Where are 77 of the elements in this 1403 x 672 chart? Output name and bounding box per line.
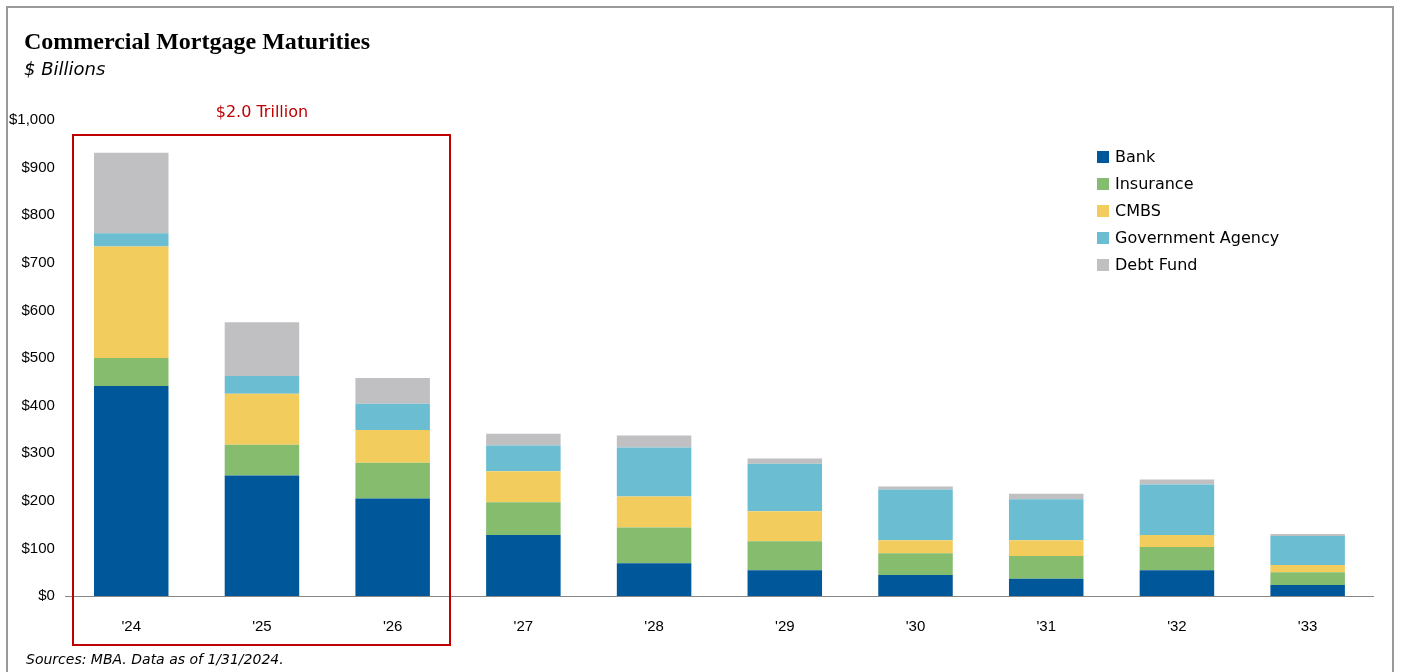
bar [224,322,300,377]
bar [1008,540,1084,557]
bar [355,498,430,596]
x-tick-label: '24 [121,617,142,635]
bar [224,444,300,476]
y-tick-label: $1,000 [8,110,55,128]
y-tick-label: $700 [21,252,55,270]
bar [486,433,561,446]
bar [355,377,430,404]
bar [1139,546,1215,571]
bar [1008,578,1084,596]
x-tick-label: '28 [644,617,664,635]
bar [747,570,823,596]
y-tick-label: $500 [21,348,55,366]
chart-title: Commercial Mortgage Maturities [24,28,371,55]
bar [93,358,169,387]
bar [1008,499,1084,541]
bar [878,489,953,541]
bar [1270,565,1345,573]
legend-label: CMBS [1115,201,1161,220]
bar [93,152,169,234]
bar [1270,585,1345,596]
bar [486,445,561,472]
y-tick-label: $200 [21,490,55,508]
x-tick-label: '25 [252,617,272,635]
bar [1139,535,1215,547]
bar [224,393,300,445]
x-tick-label: '32 [1167,617,1187,635]
bar [1139,484,1215,536]
y-tick-label: $300 [21,443,55,461]
annotation: $2.0 Trillion [215,102,309,121]
x-tick-label: '30 [905,617,926,635]
y-tick-label: $400 [21,395,55,413]
bar [747,511,823,542]
source-note: Sources: MBA. Data as of 1/31/2024. [26,651,284,667]
legend-label: Insurance [1115,174,1194,193]
x-tick-label: '29 [775,617,795,635]
x-tick-label: '27 [513,617,534,635]
bar [1139,479,1215,485]
legend-label: Bank [1115,147,1156,166]
bar [878,540,953,554]
x-tick-label: '33 [1297,617,1318,635]
y-tick-label: $600 [21,300,55,318]
x-tick-label: '26 [382,617,403,635]
bar [355,462,430,499]
y-tick-label: $800 [21,205,55,223]
chart-subtitle: $ Billions [24,58,106,79]
bar [1008,556,1084,579]
bar [747,458,823,464]
y-tick-label: $0 [38,586,55,604]
y-tick-label: $100 [21,538,55,556]
bar [616,527,692,564]
bar [1139,570,1215,596]
bar [616,435,692,448]
x-tick-label: '31 [1036,617,1056,635]
bar [486,471,561,503]
bar [1270,536,1345,566]
bar [616,447,692,497]
bar [93,386,169,596]
y-tick-label: $900 [21,157,55,175]
bar [224,376,300,394]
bar [878,575,953,596]
bar [486,502,561,536]
bar [486,535,561,596]
legend-label: Debt Fund [1115,255,1198,274]
bar [616,496,692,528]
bar [1270,572,1345,586]
bar [747,463,823,512]
bar [747,541,823,571]
bar [878,553,953,576]
bar [93,233,169,247]
bar [93,246,169,358]
bar [224,475,300,596]
bar [355,429,430,463]
bar [355,403,430,430]
bar [616,563,692,596]
legend-label: Government Agency [1115,228,1280,247]
